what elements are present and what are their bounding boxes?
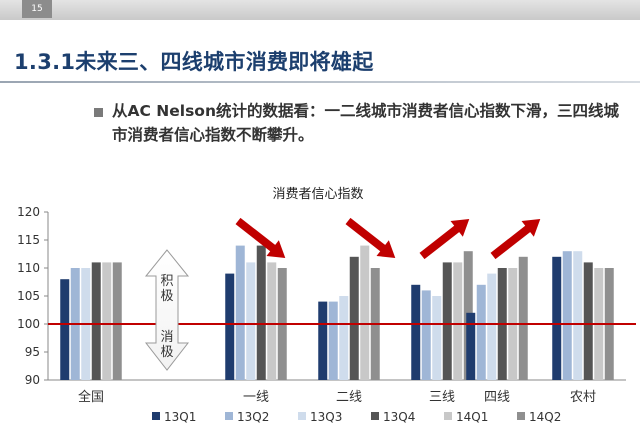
negative-label-char: 消 [160,330,173,345]
bar-13q2-1 [235,245,245,380]
legend-label-13q2: 13Q2 [237,410,269,424]
trend-arrow-down-icon [345,217,396,258]
bar-14q2-0 [112,262,122,380]
legend-swatch-13q3 [298,412,306,420]
category-label: 农村 [570,390,596,405]
positive-negative-arrow-icon [144,249,190,371]
bar-13q1-0 [60,279,70,380]
title-divider [0,81,640,83]
bar-14q1-3 [453,262,463,380]
bar-13q3-5 [573,251,583,380]
bar-13q2-4 [476,284,486,380]
bar-14q2-4 [518,256,528,380]
negative-label-char: 极 [160,345,173,360]
bar-13q1-2 [318,301,328,380]
legend-label-13q1: 13Q1 [164,410,196,424]
bar-13q3-2 [339,296,349,380]
bar-13q1-4 [466,312,476,380]
bar-13q3-3 [432,296,442,380]
y-tick-label: 90 [25,373,40,387]
bar-13q3-1 [246,262,256,380]
bar-13q1-5 [552,256,562,380]
y-tick-label: 110 [17,261,40,275]
trend-arrow-up-icon [419,219,470,260]
legend-swatch-13q4 [371,412,379,420]
legend-label-13q3: 13Q3 [310,410,342,424]
legend-swatch-13q1 [152,412,160,420]
bar-13q1-3 [411,284,421,380]
legend-label-13q4: 13Q4 [383,410,415,424]
slide-title: 1.3.1未来三、四线城市消费即将雄起 [14,50,374,74]
bar-14q1-1 [267,262,277,380]
top-bar: 15 [0,0,640,20]
positive-label-char: 极 [160,289,173,304]
bullet-square-icon [94,108,103,117]
bar-13q3-4 [487,273,497,380]
y-tick-label: 95 [25,345,40,359]
bar-13q4-2 [349,256,359,380]
category-label: 全国 [78,389,104,405]
category-label: 四线 [484,390,510,405]
legend-swatch-14q2 [517,412,525,420]
bar-13q2-2 [328,301,338,380]
legend-label-14q2: 14Q2 [529,410,561,424]
chart-title: 消费者信心指数 [272,187,363,202]
trend-arrow-down-icon [235,217,286,258]
bar-14q1-0 [102,262,112,380]
bar-13q4-0 [91,262,101,380]
legend-swatch-14q1 [444,412,452,420]
legend-label-14q1: 14Q1 [456,410,488,424]
y-tick-label: 120 [17,205,40,219]
category-label: 三线 [429,390,455,405]
positive-label-char: 积 [160,274,173,289]
bar-13q4-5 [583,262,593,380]
y-tick-label: 115 [17,233,40,247]
bullet-text: 从AC Nelson统计的数据看：一二线城市消费者信心指数下滑，三四线城市消费者… [112,102,619,144]
bar-13q2-3 [421,290,431,380]
page-number: 15 [22,0,52,18]
category-label: 一线 [243,390,269,405]
y-tick-label: 100 [17,317,40,331]
y-tick-label: 105 [17,289,40,303]
bar-13q4-1 [256,245,266,380]
legend-swatch-13q2 [225,412,233,420]
bar-13q4-3 [442,262,452,380]
trend-arrow-up-icon [490,219,541,260]
bar-13q2-5 [562,251,572,380]
bar-13q1-1 [225,273,235,380]
bar-14q1-2 [360,245,370,380]
category-label: 二线 [336,390,362,405]
